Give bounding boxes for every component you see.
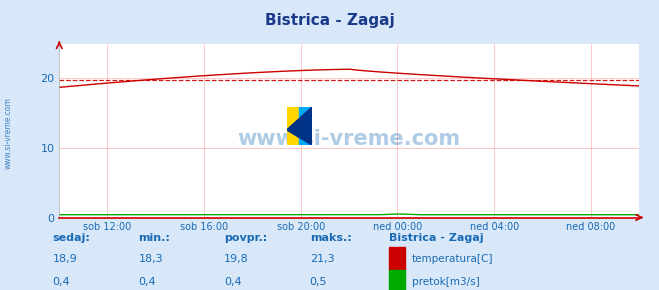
Text: 18,9: 18,9 [53,254,78,264]
Text: maks.:: maks.: [310,233,351,243]
Text: sedaj:: sedaj: [53,233,90,243]
Bar [389,270,405,290]
Text: 0,4: 0,4 [138,277,156,287]
Text: povpr.:: povpr.: [224,233,268,243]
Polygon shape [287,107,312,145]
Text: 19,8: 19,8 [224,254,249,264]
Text: min.:: min.: [138,233,170,243]
Text: 0,5: 0,5 [310,277,328,287]
Bar [299,107,312,145]
Text: temperatura[C]: temperatura[C] [412,254,494,264]
Text: Bistrica - Zagaj: Bistrica - Zagaj [389,233,484,243]
Text: 18,3: 18,3 [138,254,163,264]
Bar [389,247,405,270]
Bar [287,107,299,145]
Text: Bistrica - Zagaj: Bistrica - Zagaj [265,13,394,28]
Text: 21,3: 21,3 [310,254,334,264]
Text: www.si-vreme.com: www.si-vreme.com [3,97,13,169]
Text: 0,4: 0,4 [224,277,242,287]
Text: www.si-vreme.com: www.si-vreme.com [238,129,461,149]
Text: 0,4: 0,4 [53,277,71,287]
Text: pretok[m3/s]: pretok[m3/s] [412,277,480,287]
